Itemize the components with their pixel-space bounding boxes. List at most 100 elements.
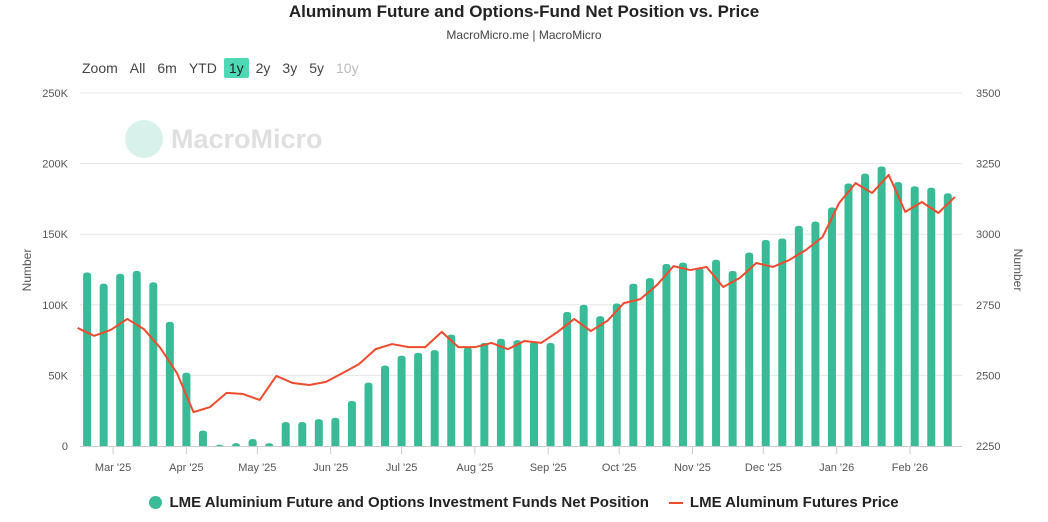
range-button-ytd[interactable]: YTD <box>188 60 217 76</box>
bar <box>430 349 439 446</box>
legend-item-price[interactable]: LME Aluminum Futures Price <box>668 494 899 511</box>
range-button-1y[interactable]: 1y <box>223 58 249 78</box>
y-left-tick-label: 150K <box>42 229 68 241</box>
price-line <box>77 173 956 414</box>
bar <box>232 443 241 447</box>
bar <box>927 187 936 446</box>
bar <box>331 417 340 446</box>
x-tick-label: May '25 <box>238 462 276 474</box>
chart-subtitle: MacroMicro.me | MacroMicro <box>446 28 602 42</box>
x-tick-label: Jun '25 <box>313 462 348 474</box>
bar <box>99 283 108 446</box>
bar <box>645 277 654 446</box>
range-button-3y[interactable]: 3y <box>282 60 298 76</box>
x-tick-label: Nov '25 <box>674 462 711 474</box>
x-tick-label: Apr '25 <box>169 462 204 474</box>
bar <box>165 321 174 446</box>
bar <box>480 342 489 446</box>
bar <box>83 272 92 446</box>
y-right-tick-label: 3000 <box>976 229 1000 241</box>
y-right-axis-title: Number <box>1011 249 1025 292</box>
bar <box>811 221 820 446</box>
bar <box>546 342 555 446</box>
chart-title: Aluminum Future and Options-Fund Net Pos… <box>288 2 760 21</box>
bar <box>182 372 191 446</box>
bar <box>397 355 406 446</box>
legend-line-marker <box>668 501 683 504</box>
y-right-tick-label: 2500 <box>976 370 1000 382</box>
range-button-10y[interactable]: 10y <box>336 60 359 76</box>
bar <box>447 334 456 446</box>
legend-label: LME Aluminum Futures Price <box>689 494 899 511</box>
x-tick-label: Jul '25 <box>386 462 417 474</box>
bar <box>281 421 290 446</box>
bar <box>513 340 522 446</box>
range-button-5y[interactable]: 5y <box>309 60 324 76</box>
bar <box>794 225 803 446</box>
bar <box>827 207 836 446</box>
y-left-axis-title: Number <box>20 249 34 292</box>
bar <box>116 273 125 446</box>
legend: LME Aluminium Future and Options Investm… <box>0 494 1048 511</box>
bar <box>298 421 307 446</box>
bar <box>496 338 505 446</box>
range-button-all[interactable]: All <box>129 60 146 76</box>
bar <box>347 400 356 446</box>
y-right-tick-label: 2750 <box>976 300 1000 312</box>
bar <box>844 183 853 447</box>
bar <box>596 316 605 446</box>
bar <box>778 238 787 446</box>
bar <box>364 382 373 446</box>
y-right-tick-label: 3500 <box>976 88 1000 100</box>
y-right-tick-label: 3250 <box>976 159 1000 171</box>
range-button-2y[interactable]: 2y <box>255 60 271 76</box>
x-tick-label: Sep '25 <box>530 462 567 474</box>
legend-label: LME Aluminium Future and Options Investm… <box>169 494 649 511</box>
range-button-6m[interactable]: 6m <box>157 60 177 76</box>
bar <box>894 181 903 446</box>
bar <box>761 239 770 446</box>
x-tick-label: Oct '25 <box>602 462 637 474</box>
zoom-label: Zoom <box>82 60 118 76</box>
legend-item-net-position[interactable]: LME Aluminium Future and Options Investm… <box>149 494 649 511</box>
bar <box>943 193 952 446</box>
y-left-tick-label: 0 <box>62 441 68 453</box>
y-left-tick-label: 200K <box>42 159 68 171</box>
y-left-tick-label: 250K <box>42 88 68 100</box>
legend-bar-marker <box>149 496 163 509</box>
x-tick-label: Mar '25 <box>95 462 131 474</box>
watermark-text: MacroMicro <box>171 123 323 154</box>
x-tick-label: Feb '26 <box>892 462 928 474</box>
bar <box>530 341 539 446</box>
watermark-logo: MacroMicro <box>125 120 323 158</box>
x-tick-label: Aug '25 <box>456 462 493 474</box>
bar <box>579 304 588 446</box>
logo-icon <box>125 120 163 158</box>
x-tick-label: Jan '26 <box>819 462 854 474</box>
bar <box>414 352 423 446</box>
bar <box>629 283 638 446</box>
bar <box>877 166 886 446</box>
y-left-tick-label: 50K <box>48 370 68 382</box>
bar <box>712 259 721 446</box>
bar <box>215 444 224 448</box>
bar <box>314 419 323 446</box>
bar <box>662 263 671 446</box>
bar <box>695 268 704 446</box>
bar <box>248 438 257 446</box>
bar <box>563 311 572 446</box>
bar <box>728 270 737 446</box>
bar <box>678 262 687 446</box>
bar <box>149 282 158 446</box>
bar <box>861 173 870 446</box>
y-right-tick-label: 2250 <box>976 441 1000 453</box>
bar <box>132 270 141 446</box>
bar <box>612 303 621 446</box>
bar <box>265 443 274 447</box>
bar <box>745 252 754 446</box>
range-selector: Zoom All 6m YTD 1y 2y 3y 5y 10y <box>82 58 366 78</box>
bar <box>198 430 207 446</box>
bar <box>910 186 919 446</box>
y-left-tick-label: 100K <box>42 300 68 312</box>
